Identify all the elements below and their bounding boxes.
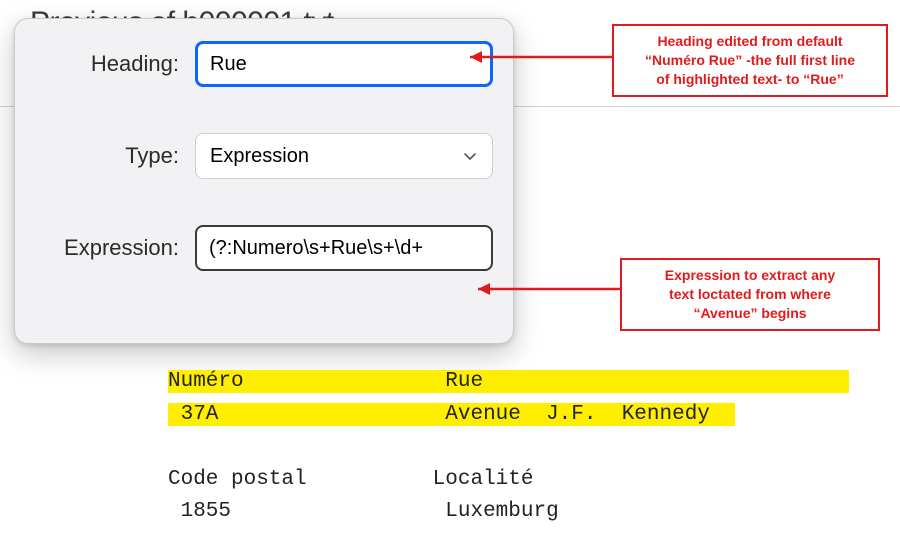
callout-line: of highlighted text- to “Rue” — [622, 70, 878, 89]
expression-input[interactable] — [195, 225, 493, 271]
column-config-popover: Heading: Type: Expression Expression: — [14, 18, 514, 344]
type-row: Type: Expression — [35, 133, 493, 179]
preview-hl: 37A Avenue J.F. Kennedy — [168, 403, 735, 426]
callout-line: Heading edited from default — [622, 32, 878, 51]
expression-label: Expression: — [35, 235, 195, 261]
type-select[interactable]: Expression — [195, 133, 493, 179]
type-select-value: Expression — [210, 145, 309, 168]
heading-input[interactable] — [195, 41, 493, 87]
chevron-down-icon — [462, 148, 478, 164]
callout-expression-note: Expression to extract any text loctated … — [620, 258, 880, 331]
callout-line: text loctated from where — [630, 285, 870, 304]
expression-row: Expression: — [35, 225, 493, 271]
callout-line: “Avenue” begins — [630, 304, 870, 323]
callout-line: Expression to extract any — [630, 266, 870, 285]
callout-heading-note: Heading edited from default “Numéro Rue”… — [612, 24, 888, 97]
type-label: Type: — [35, 143, 195, 169]
callout-line: “Numéro Rue” -the full first line — [622, 51, 878, 70]
heading-row: Heading: — [35, 41, 493, 87]
preview-hl: Numéro Rue — [168, 370, 849, 393]
heading-label: Heading: — [35, 51, 195, 77]
file-preview: Numéro Rue 37A Avenue J.F. Kennedy Code … — [168, 366, 900, 529]
